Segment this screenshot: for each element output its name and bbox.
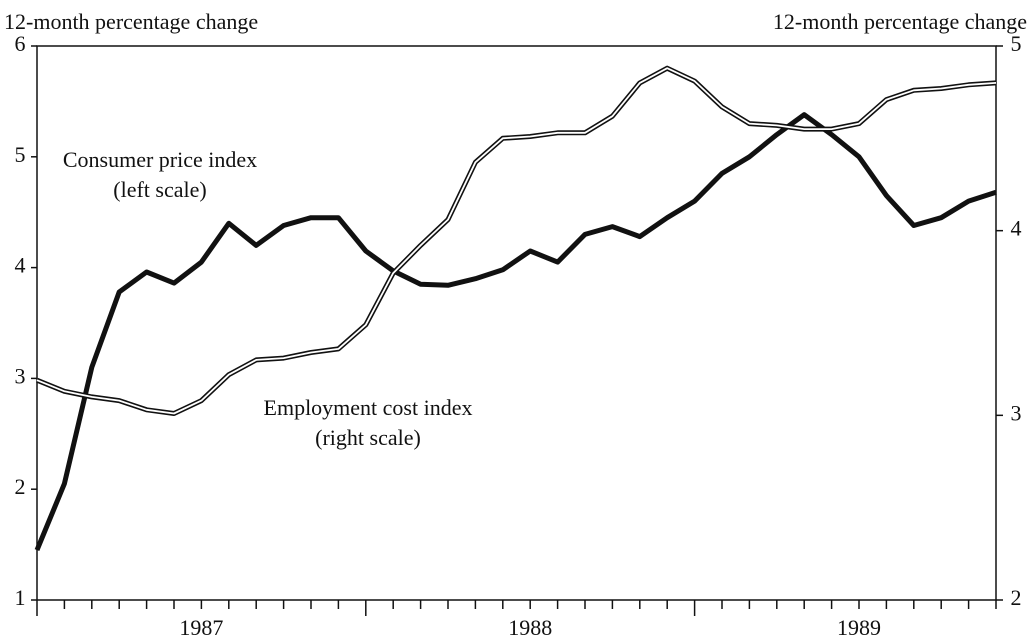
y2-tick-label: 3 [1011, 400, 1022, 425]
x-tick-label: 1987 [179, 615, 223, 640]
y-tick-label: 5 [15, 142, 26, 167]
x-tick-label: 1989 [837, 615, 881, 640]
y-tick-label: 2 [15, 474, 26, 499]
y-tick-label: 1 [15, 585, 26, 610]
series-annotation-note: (left scale) [113, 177, 206, 202]
plot-frame [36, 45, 997, 601]
y-axis-label: 12-month percentage change [4, 9, 258, 34]
series-annotation: Employment cost index [264, 395, 473, 420]
y2-tick-label: 4 [1011, 216, 1022, 241]
line [34, 112, 997, 552]
y2-axis-label: 12-month percentage change [773, 9, 1027, 34]
series-annotation: Consumer price index [63, 147, 257, 172]
line-inner [36, 67, 997, 415]
y-tick-label: 3 [15, 363, 26, 388]
y-tick-label: 6 [15, 31, 26, 56]
y2-tick-label: 5 [1011, 31, 1022, 56]
x-tick-label: 1988 [508, 615, 552, 640]
line [36, 65, 997, 416]
series-annotation-note: (right scale) [315, 425, 421, 450]
y-tick-label: 4 [15, 253, 26, 278]
y2-tick-label: 2 [1011, 585, 1022, 610]
